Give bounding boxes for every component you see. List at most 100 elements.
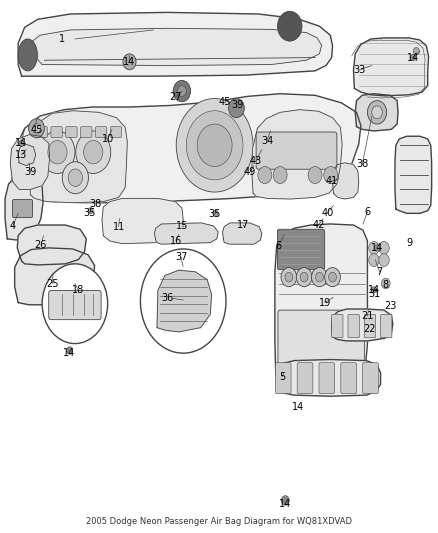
Text: 5: 5: [279, 372, 286, 382]
Text: 27: 27: [169, 92, 182, 102]
Circle shape: [379, 241, 389, 254]
Circle shape: [84, 141, 103, 164]
Circle shape: [123, 54, 136, 70]
Polygon shape: [353, 38, 428, 96]
Circle shape: [28, 119, 44, 138]
Circle shape: [62, 162, 88, 193]
Text: 39: 39: [231, 100, 244, 110]
Circle shape: [371, 287, 377, 293]
Polygon shape: [154, 223, 218, 244]
Circle shape: [40, 131, 75, 173]
FancyBboxPatch shape: [381, 314, 392, 338]
FancyBboxPatch shape: [364, 314, 376, 338]
FancyBboxPatch shape: [51, 127, 62, 138]
Text: 16: 16: [170, 236, 182, 246]
Circle shape: [186, 111, 243, 180]
Text: 17: 17: [237, 220, 249, 230]
Text: 41: 41: [325, 176, 337, 187]
FancyBboxPatch shape: [66, 127, 77, 138]
Circle shape: [76, 131, 111, 173]
Circle shape: [381, 278, 390, 289]
Circle shape: [372, 106, 382, 119]
Text: 23: 23: [385, 301, 397, 311]
Circle shape: [281, 268, 297, 287]
Text: 4: 4: [10, 221, 16, 231]
Text: 22: 22: [364, 324, 376, 334]
Text: 14: 14: [368, 285, 380, 295]
Text: 26: 26: [35, 240, 47, 250]
Circle shape: [68, 169, 82, 187]
Circle shape: [324, 166, 338, 183]
Text: 34: 34: [261, 135, 273, 146]
FancyBboxPatch shape: [276, 363, 291, 393]
FancyBboxPatch shape: [319, 363, 335, 393]
Circle shape: [19, 140, 24, 147]
Text: 1: 1: [59, 34, 65, 44]
Text: 14: 14: [291, 402, 304, 413]
Text: 18: 18: [72, 286, 85, 295]
Polygon shape: [29, 111, 127, 203]
Polygon shape: [18, 12, 332, 76]
FancyBboxPatch shape: [278, 310, 364, 366]
Text: 36: 36: [161, 293, 173, 303]
Circle shape: [48, 141, 67, 164]
Circle shape: [278, 11, 302, 41]
FancyBboxPatch shape: [12, 199, 32, 217]
Circle shape: [413, 47, 420, 55]
Circle shape: [282, 496, 289, 505]
Text: 14: 14: [371, 243, 383, 253]
Text: 6: 6: [275, 241, 281, 251]
FancyBboxPatch shape: [363, 363, 378, 393]
FancyBboxPatch shape: [348, 314, 359, 338]
Circle shape: [258, 166, 272, 183]
Text: 15: 15: [176, 221, 188, 231]
Text: 45: 45: [219, 96, 231, 107]
Circle shape: [379, 254, 389, 266]
Polygon shape: [11, 135, 49, 189]
Polygon shape: [5, 173, 43, 240]
FancyBboxPatch shape: [256, 132, 337, 169]
Text: 25: 25: [46, 279, 58, 288]
Text: 42: 42: [312, 220, 325, 230]
Text: 14: 14: [124, 57, 136, 67]
Text: 14: 14: [279, 499, 292, 509]
Polygon shape: [355, 94, 398, 131]
FancyBboxPatch shape: [49, 290, 101, 320]
Text: 19: 19: [318, 297, 331, 308]
Circle shape: [213, 210, 218, 216]
Circle shape: [197, 124, 232, 166]
Circle shape: [273, 166, 287, 183]
Text: 6: 6: [364, 207, 371, 217]
Circle shape: [88, 207, 93, 214]
Text: 37: 37: [175, 253, 187, 262]
FancyBboxPatch shape: [278, 229, 325, 270]
Circle shape: [325, 268, 340, 287]
Circle shape: [42, 264, 108, 344]
Circle shape: [374, 245, 380, 251]
Circle shape: [173, 80, 191, 102]
Circle shape: [141, 249, 226, 353]
Ellipse shape: [18, 39, 37, 71]
Text: 43: 43: [250, 156, 262, 166]
Text: 49: 49: [244, 167, 256, 177]
Text: 38: 38: [90, 199, 102, 209]
Polygon shape: [252, 110, 342, 199]
FancyBboxPatch shape: [36, 127, 47, 138]
Circle shape: [315, 272, 323, 282]
Circle shape: [311, 268, 327, 287]
Circle shape: [308, 166, 322, 183]
Circle shape: [369, 254, 379, 266]
Polygon shape: [30, 28, 321, 66]
Circle shape: [67, 347, 73, 354]
Text: 39: 39: [24, 167, 36, 177]
Circle shape: [369, 241, 379, 254]
Circle shape: [32, 124, 40, 133]
FancyBboxPatch shape: [81, 127, 92, 138]
Polygon shape: [277, 360, 381, 396]
Text: 14: 14: [407, 53, 419, 62]
FancyBboxPatch shape: [95, 127, 107, 138]
Circle shape: [176, 99, 253, 192]
Circle shape: [410, 54, 416, 61]
FancyBboxPatch shape: [297, 363, 313, 393]
Text: 7: 7: [377, 267, 383, 277]
